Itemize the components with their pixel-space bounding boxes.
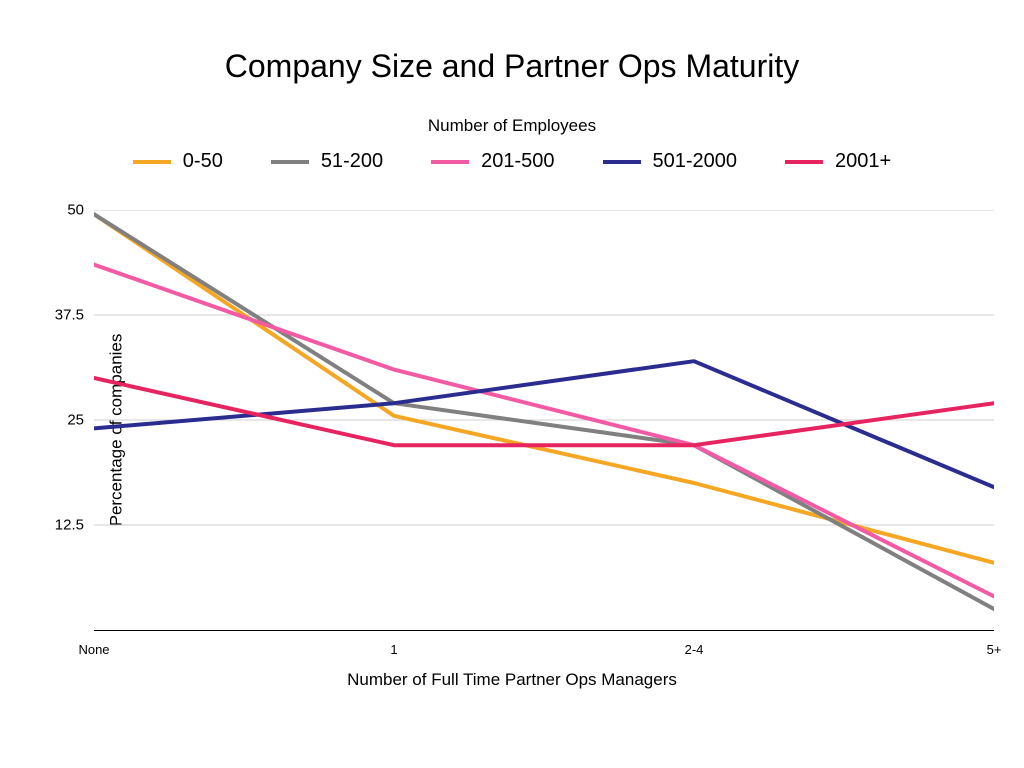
y-tick-label: 12.5 [44, 517, 84, 534]
x-tick-label: 2-4 [685, 642, 704, 657]
chart-legend: 0-50 51-200 201-500 501-2000 2001+ [0, 150, 1024, 173]
legend-item: 51-200 [271, 150, 383, 173]
plot-svg [94, 210, 994, 632]
chart-subtitle: Number of Employees [0, 116, 1024, 136]
legend-item: 2001+ [785, 150, 891, 173]
series-line [94, 378, 994, 445]
legend-label: 0-50 [183, 150, 223, 173]
legend-label: 201-500 [481, 150, 554, 173]
legend-swatch [431, 160, 469, 164]
legend-swatch [133, 160, 171, 164]
x-tick-label: 1 [390, 642, 397, 657]
chart-title: Company Size and Partner Ops Maturity [0, 48, 1024, 85]
y-tick-label: 37.5 [44, 307, 84, 324]
y-tick-label: 25 [44, 412, 84, 429]
legend-label: 51-200 [321, 150, 383, 173]
legend-item: 501-2000 [603, 150, 738, 173]
x-tick-label: None [78, 642, 109, 657]
legend-label: 2001+ [835, 150, 891, 173]
legend-item: 0-50 [133, 150, 223, 173]
legend-item: 201-500 [431, 150, 554, 173]
y-tick-label: 50 [44, 202, 84, 219]
legend-label: 501-2000 [653, 150, 738, 173]
legend-swatch [603, 160, 641, 164]
series-line [94, 214, 994, 563]
series-line [94, 214, 994, 609]
legend-swatch [271, 160, 309, 164]
plot-area [94, 210, 994, 630]
x-axis-label: Number of Full Time Partner Ops Managers [0, 670, 1024, 690]
chart-container: Company Size and Partner Ops Maturity Nu… [0, 0, 1024, 768]
legend-swatch [785, 160, 823, 164]
x-tick-label: 5+ [987, 642, 1002, 657]
